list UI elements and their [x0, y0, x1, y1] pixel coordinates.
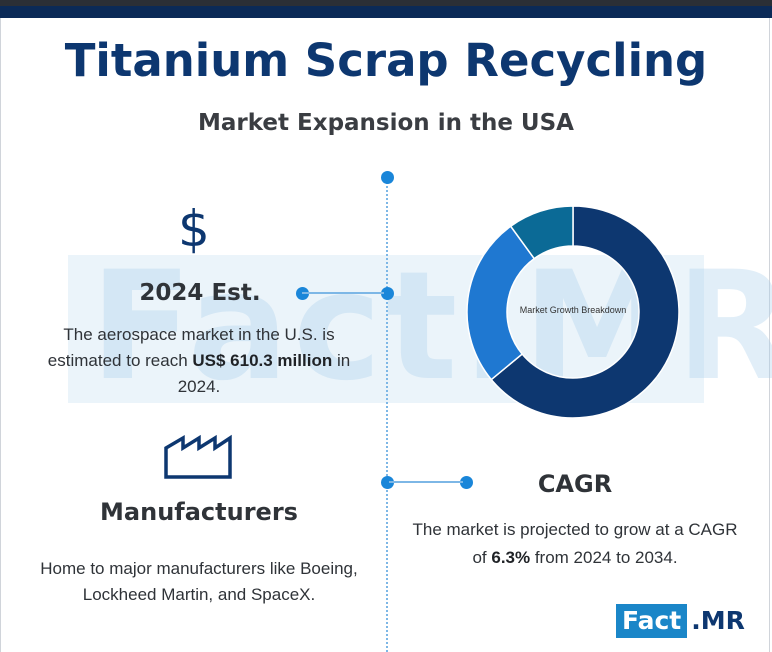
dollar-icon: $: [178, 200, 210, 258]
timeline-dot-cagr: [381, 476, 394, 489]
timeline-line: [386, 178, 388, 652]
chart-title: Market Growth Breakdown: [519, 305, 627, 315]
timeline-dot-estimate: [381, 287, 394, 300]
logo-part-b: .MR: [687, 604, 749, 638]
cagr-connector-line: [389, 481, 463, 483]
donut-chart: [466, 205, 680, 419]
top-banner-edge: [0, 0, 772, 6]
cagr-title: CAGR: [537, 470, 613, 498]
estimate-text: The aerospace market in the U.S. is esti…: [47, 325, 351, 396]
cagr-text: The market is projected to grow at a CAG…: [412, 520, 738, 567]
page-title: Titanium Scrap Recycling: [64, 34, 708, 87]
cagr-value: 6.3%: [491, 548, 531, 567]
manufacturers-title: Manufacturers: [100, 498, 298, 526]
logo-part-a: Fact: [616, 604, 688, 638]
estimate-value: US$ 610.3 million: [192, 351, 333, 370]
cagr-connector-dot: [460, 476, 473, 489]
factmr-logo: Fact .MR: [616, 604, 749, 638]
donut-slice-3: [509, 205, 574, 260]
manufacturers-text: Home to major manufacturers like Boeing,…: [40, 559, 358, 604]
timeline-dot-top: [381, 171, 394, 184]
estimate-connector-line: [302, 292, 384, 294]
page-subtitle: Market Expansion in the USA: [198, 110, 574, 136]
factory-icon: [164, 434, 232, 479]
donut-slice-2: [466, 225, 536, 381]
donut-slice-1: [490, 205, 680, 419]
estimate-title: 2024 Est.: [139, 280, 261, 306]
